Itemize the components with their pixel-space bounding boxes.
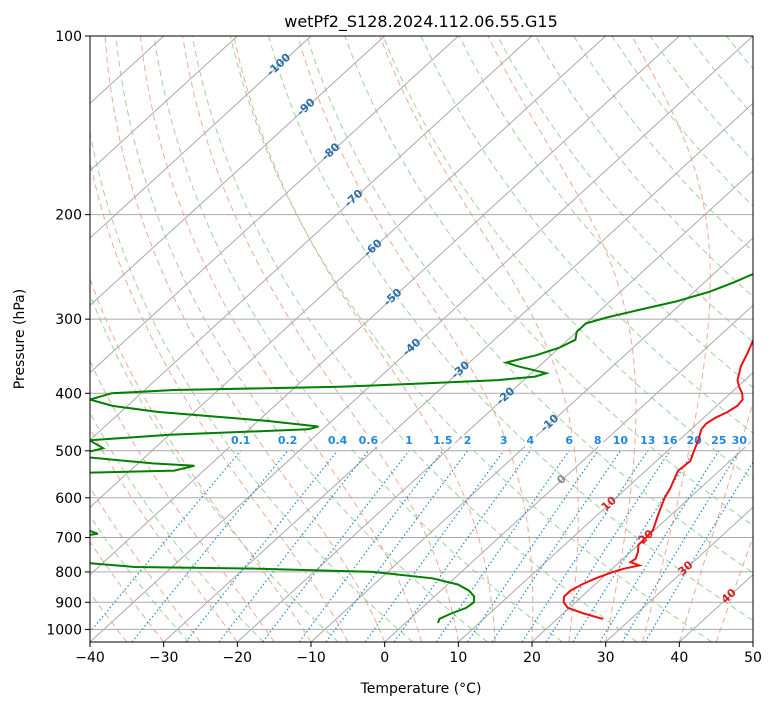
isotherm-line <box>164 36 775 642</box>
x-tick-label: −40 <box>75 650 105 666</box>
mixing-ratio-line <box>436 451 569 642</box>
x-tick-label: −20 <box>223 650 253 666</box>
mixing-ratio-line <box>82 451 241 642</box>
background-lines <box>0 36 775 642</box>
mixing-ratio-label: 10 <box>613 434 629 447</box>
mixing-ratio-line <box>299 451 443 642</box>
temperature-profile-line <box>564 36 775 619</box>
mixing-ratio-label: 36 <box>752 434 768 447</box>
isotherm-line <box>0 36 606 642</box>
y-tick-label: 1000 <box>46 622 82 638</box>
mixing-ratio-line <box>186 451 338 642</box>
dewpoint-profile-line <box>0 36 775 623</box>
isotherm-line <box>0 36 237 642</box>
moist-adiabat-line <box>0 36 201 642</box>
mixing-ratio-label: 8 <box>594 434 602 447</box>
x-tick-label: 30 <box>597 650 615 666</box>
moist-adiabat-line <box>105 36 385 642</box>
x-tick-label: 10 <box>449 650 467 666</box>
x-tick-label: −10 <box>296 650 326 666</box>
mixing-ratio-line <box>468 451 598 642</box>
dry-adiabat-line <box>536 36 775 642</box>
isotherm-label: -100 <box>264 50 293 78</box>
x-tick-label: 40 <box>670 650 688 666</box>
mixing-ratio-label: 6 <box>565 434 573 447</box>
moist-adiabat-line <box>23 36 275 642</box>
dry-adiabat-line <box>497 36 775 642</box>
y-tick-label: 200 <box>55 208 82 224</box>
dry-adiabat-line <box>421 36 775 642</box>
mixing-ratio-label: 0.2 <box>278 434 298 447</box>
dry-adiabat-line <box>0 36 189 642</box>
y-tick-label: 500 <box>55 444 82 460</box>
moist-adiabat-line <box>234 36 495 642</box>
y-axis-label: Pressure (hPa) <box>12 289 28 389</box>
dry-adiabat-line <box>765 36 775 642</box>
moist-adiabat-line <box>47 36 311 642</box>
dry-adiabat-line <box>574 36 775 642</box>
isotherm-line <box>90 36 753 642</box>
x-tick-label: 50 <box>744 650 762 666</box>
dry-adiabat-line <box>345 36 775 642</box>
moist-adiabat-line <box>0 36 237 642</box>
mixing-ratio-label: 0.6 <box>359 434 379 447</box>
mixing-ratio-label: 4 <box>527 434 535 447</box>
dry-adiabat-line <box>688 36 775 642</box>
mixing-ratio-line <box>219 451 368 642</box>
mixing-ratio-label: 2 <box>464 434 472 447</box>
mixing-ratio-line <box>365 451 503 642</box>
x-tick-label: 0 <box>380 650 389 666</box>
isotherm-line <box>0 36 385 642</box>
dry-adiabat-line <box>650 36 775 642</box>
moist-adiabat-line <box>488 36 636 642</box>
x-axis-label: Temperature (°C) <box>360 681 482 697</box>
chart-title: wetPf2_S128.2024.112.06.55.G15 <box>284 12 558 32</box>
mixing-ratio-line <box>132 451 288 642</box>
mixing-ratio-label: 30 <box>732 434 748 447</box>
profile-lines <box>0 36 775 623</box>
dry-adiabat-line <box>612 36 775 642</box>
isotherm-line <box>0 36 458 642</box>
y-tick-label: 800 <box>55 565 82 581</box>
x-axis-ticks: −40 −30 −20 −10 0 10 20 30 40 50 <box>75 642 762 666</box>
mixing-ratio-label: 1 <box>405 434 413 447</box>
mixing-ratio-label: 3 <box>500 434 508 447</box>
mixing-ratio-label: 13 <box>640 434 655 447</box>
mixing-ratio-line <box>573 451 694 642</box>
mixing-ratio-label: 1.5 <box>433 434 453 447</box>
dry-adiabat-line <box>78 36 413 642</box>
mixing-ratio-label: 0.4 <box>328 434 348 447</box>
dry-adiabat-line <box>269 36 775 642</box>
y-tick-label: 300 <box>55 312 82 328</box>
mixing-ratio-label: 16 <box>662 434 678 447</box>
mixing-ratio-line <box>622 451 739 642</box>
mixing-ratio-line <box>263 451 409 642</box>
dry-adiabat-line <box>726 36 775 642</box>
y-axis-ticks: 100 200 300 400 500 600 700 800 900 1000 <box>46 29 90 638</box>
mixing-ratio-label: 0.1 <box>231 434 251 447</box>
mixing-ratio-label: 25 <box>711 434 726 447</box>
y-tick-label: 100 <box>55 29 82 45</box>
y-tick-label: 400 <box>55 386 82 402</box>
y-tick-label: 600 <box>55 491 82 507</box>
x-tick-label: −30 <box>149 650 179 666</box>
isotherm-line <box>0 36 311 642</box>
isotherm-line <box>16 36 679 642</box>
y-tick-label: 900 <box>55 595 82 611</box>
isotherm-line <box>753 36 775 642</box>
moist-adiabat-line <box>141 36 422 642</box>
mixing-ratio-line <box>600 451 719 642</box>
x-tick-label: 20 <box>523 650 541 666</box>
label-background <box>751 435 769 447</box>
moist-adiabat-line <box>716 36 775 642</box>
y-tick-label: 700 <box>55 531 82 547</box>
